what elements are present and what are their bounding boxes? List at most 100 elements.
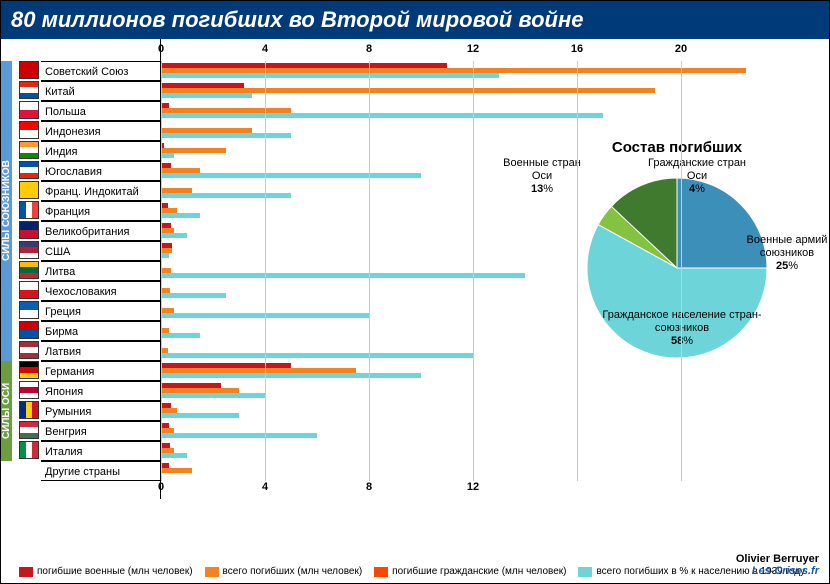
gridline bbox=[161, 61, 162, 481]
bar-row bbox=[161, 381, 829, 401]
bar-military bbox=[161, 443, 170, 448]
infographic-container: 80 миллионов погибших во Второй мировой … bbox=[0, 0, 830, 584]
legend: погибшие военные (млн человек) всего поги… bbox=[19, 566, 819, 577]
country-name: Франция bbox=[41, 201, 160, 221]
country-name: Чехословакия bbox=[41, 281, 160, 301]
bar-pct-pop bbox=[161, 333, 200, 338]
pie-label-allied-civ: Гражданское население стран-союзников58% bbox=[597, 309, 767, 349]
country-name: Япония bbox=[41, 381, 160, 401]
bar-total bbox=[161, 448, 174, 453]
bar-total bbox=[161, 88, 655, 93]
legend-swatch bbox=[19, 567, 33, 577]
bar-military bbox=[161, 363, 291, 368]
legend-swatch bbox=[374, 567, 388, 577]
flag-icon bbox=[19, 161, 39, 179]
main-region: СИЛЫ СОЮЗНИКОВ СИЛЫ ОСИ Советский СоюзКи… bbox=[1, 39, 829, 499]
flags-column bbox=[19, 39, 41, 499]
bar-row bbox=[161, 101, 829, 121]
country-name: Индия bbox=[41, 141, 160, 161]
bar-pct-pop bbox=[161, 273, 525, 278]
bar-total bbox=[161, 208, 177, 213]
credit-author: Olivier Berruyer bbox=[736, 553, 819, 565]
bar-total bbox=[161, 268, 171, 273]
axis-tick: 4 bbox=[262, 43, 268, 55]
gridline bbox=[369, 61, 370, 481]
country-name: Венгрия bbox=[41, 421, 160, 441]
bar-pct-pop bbox=[161, 173, 421, 178]
bar-row bbox=[161, 81, 829, 101]
flag-icon bbox=[19, 381, 39, 399]
bar-total bbox=[161, 408, 177, 413]
bar-total bbox=[161, 468, 192, 473]
flag-icon bbox=[19, 401, 39, 419]
gridline bbox=[681, 61, 682, 481]
flag-icon bbox=[19, 321, 39, 339]
bar-chart-area: 048121620 04812 Состав погибших Военные … bbox=[161, 39, 829, 499]
pie-label-axis-civ: Гражданские стран Оси4% bbox=[647, 157, 747, 197]
axis-tick: 12 bbox=[467, 43, 479, 55]
country-name: Югославия bbox=[41, 161, 160, 181]
country-name: Великобритания bbox=[41, 221, 160, 241]
country-name: Китай bbox=[41, 81, 160, 101]
axis-tick: 8 bbox=[366, 43, 372, 55]
country-name: Советский Союз bbox=[41, 61, 160, 81]
axis-tick: 4 bbox=[262, 481, 268, 493]
flag-icon bbox=[19, 101, 39, 119]
bar-total bbox=[161, 108, 291, 113]
legend-text: погибшие военные (млн человек) bbox=[37, 566, 193, 577]
axis-tick: 0 bbox=[158, 43, 164, 55]
flag-icon bbox=[19, 341, 39, 359]
flag-icon bbox=[19, 441, 39, 459]
bar-pct-pop bbox=[161, 93, 252, 98]
bar-pct-pop bbox=[161, 113, 603, 118]
bar-total bbox=[161, 188, 192, 193]
x-axis-bottom: 04812 bbox=[161, 481, 829, 499]
pie-chart: Состав погибших Военные стран Оси13% Гра… bbox=[537, 139, 817, 363]
legend-item: погибшие военные (млн человек) bbox=[19, 566, 193, 577]
flag-icon bbox=[19, 301, 39, 319]
country-name: Бирма bbox=[41, 321, 160, 341]
bar-row bbox=[161, 441, 829, 461]
bar-pct-pop bbox=[161, 353, 473, 358]
bar-total bbox=[161, 228, 174, 233]
bar-total bbox=[161, 128, 252, 133]
bar-military bbox=[161, 163, 171, 168]
country-name: Германия bbox=[41, 361, 160, 381]
bar-row bbox=[161, 121, 829, 141]
bar-pct-pop bbox=[161, 193, 291, 198]
bar-pct-pop bbox=[161, 73, 499, 78]
legend-swatch bbox=[205, 567, 219, 577]
country-name: Франц. Индокитай bbox=[41, 181, 160, 201]
gridline bbox=[473, 61, 474, 481]
axis-tick: 20 bbox=[675, 43, 687, 55]
flag-icon bbox=[19, 81, 39, 99]
gridline bbox=[577, 61, 578, 481]
allies-label: СИЛЫ СОЮЗНИКОВ bbox=[1, 61, 12, 361]
credit: Olivier Berruyer Les-Crises.fr bbox=[736, 553, 819, 577]
legend-text: всего погибших (млн человек) bbox=[223, 566, 363, 577]
flag-icon bbox=[19, 421, 39, 439]
bar-military bbox=[161, 63, 447, 68]
bar-military bbox=[161, 403, 171, 408]
side-group-labels: СИЛЫ СОЮЗНИКОВ СИЛЫ ОСИ bbox=[1, 61, 19, 461]
bar-pct-pop bbox=[161, 153, 174, 158]
axis-tick: 0 bbox=[158, 481, 164, 493]
country-name: Другие страны bbox=[41, 461, 160, 481]
country-name: Италия bbox=[41, 441, 160, 461]
legend-text: погибшие гражданские (млн человек) bbox=[392, 566, 566, 577]
credit-site: Les-Crises.fr bbox=[736, 565, 819, 577]
bar-row bbox=[161, 461, 829, 481]
flag-icon bbox=[19, 281, 39, 299]
bar-total bbox=[161, 248, 172, 253]
x-axis-top: 048121620 bbox=[161, 43, 829, 61]
bar-pct-pop bbox=[161, 133, 291, 138]
bar-row bbox=[161, 361, 829, 381]
pie-label-axis-mil: Военные стран Оси13% bbox=[497, 157, 587, 197]
country-name: Литва bbox=[41, 261, 160, 281]
bar-row bbox=[161, 401, 829, 421]
bar-total bbox=[161, 168, 200, 173]
bar-military bbox=[161, 383, 221, 388]
bar-military bbox=[161, 103, 169, 108]
bar-total bbox=[161, 388, 239, 393]
bar-military bbox=[161, 463, 169, 468]
